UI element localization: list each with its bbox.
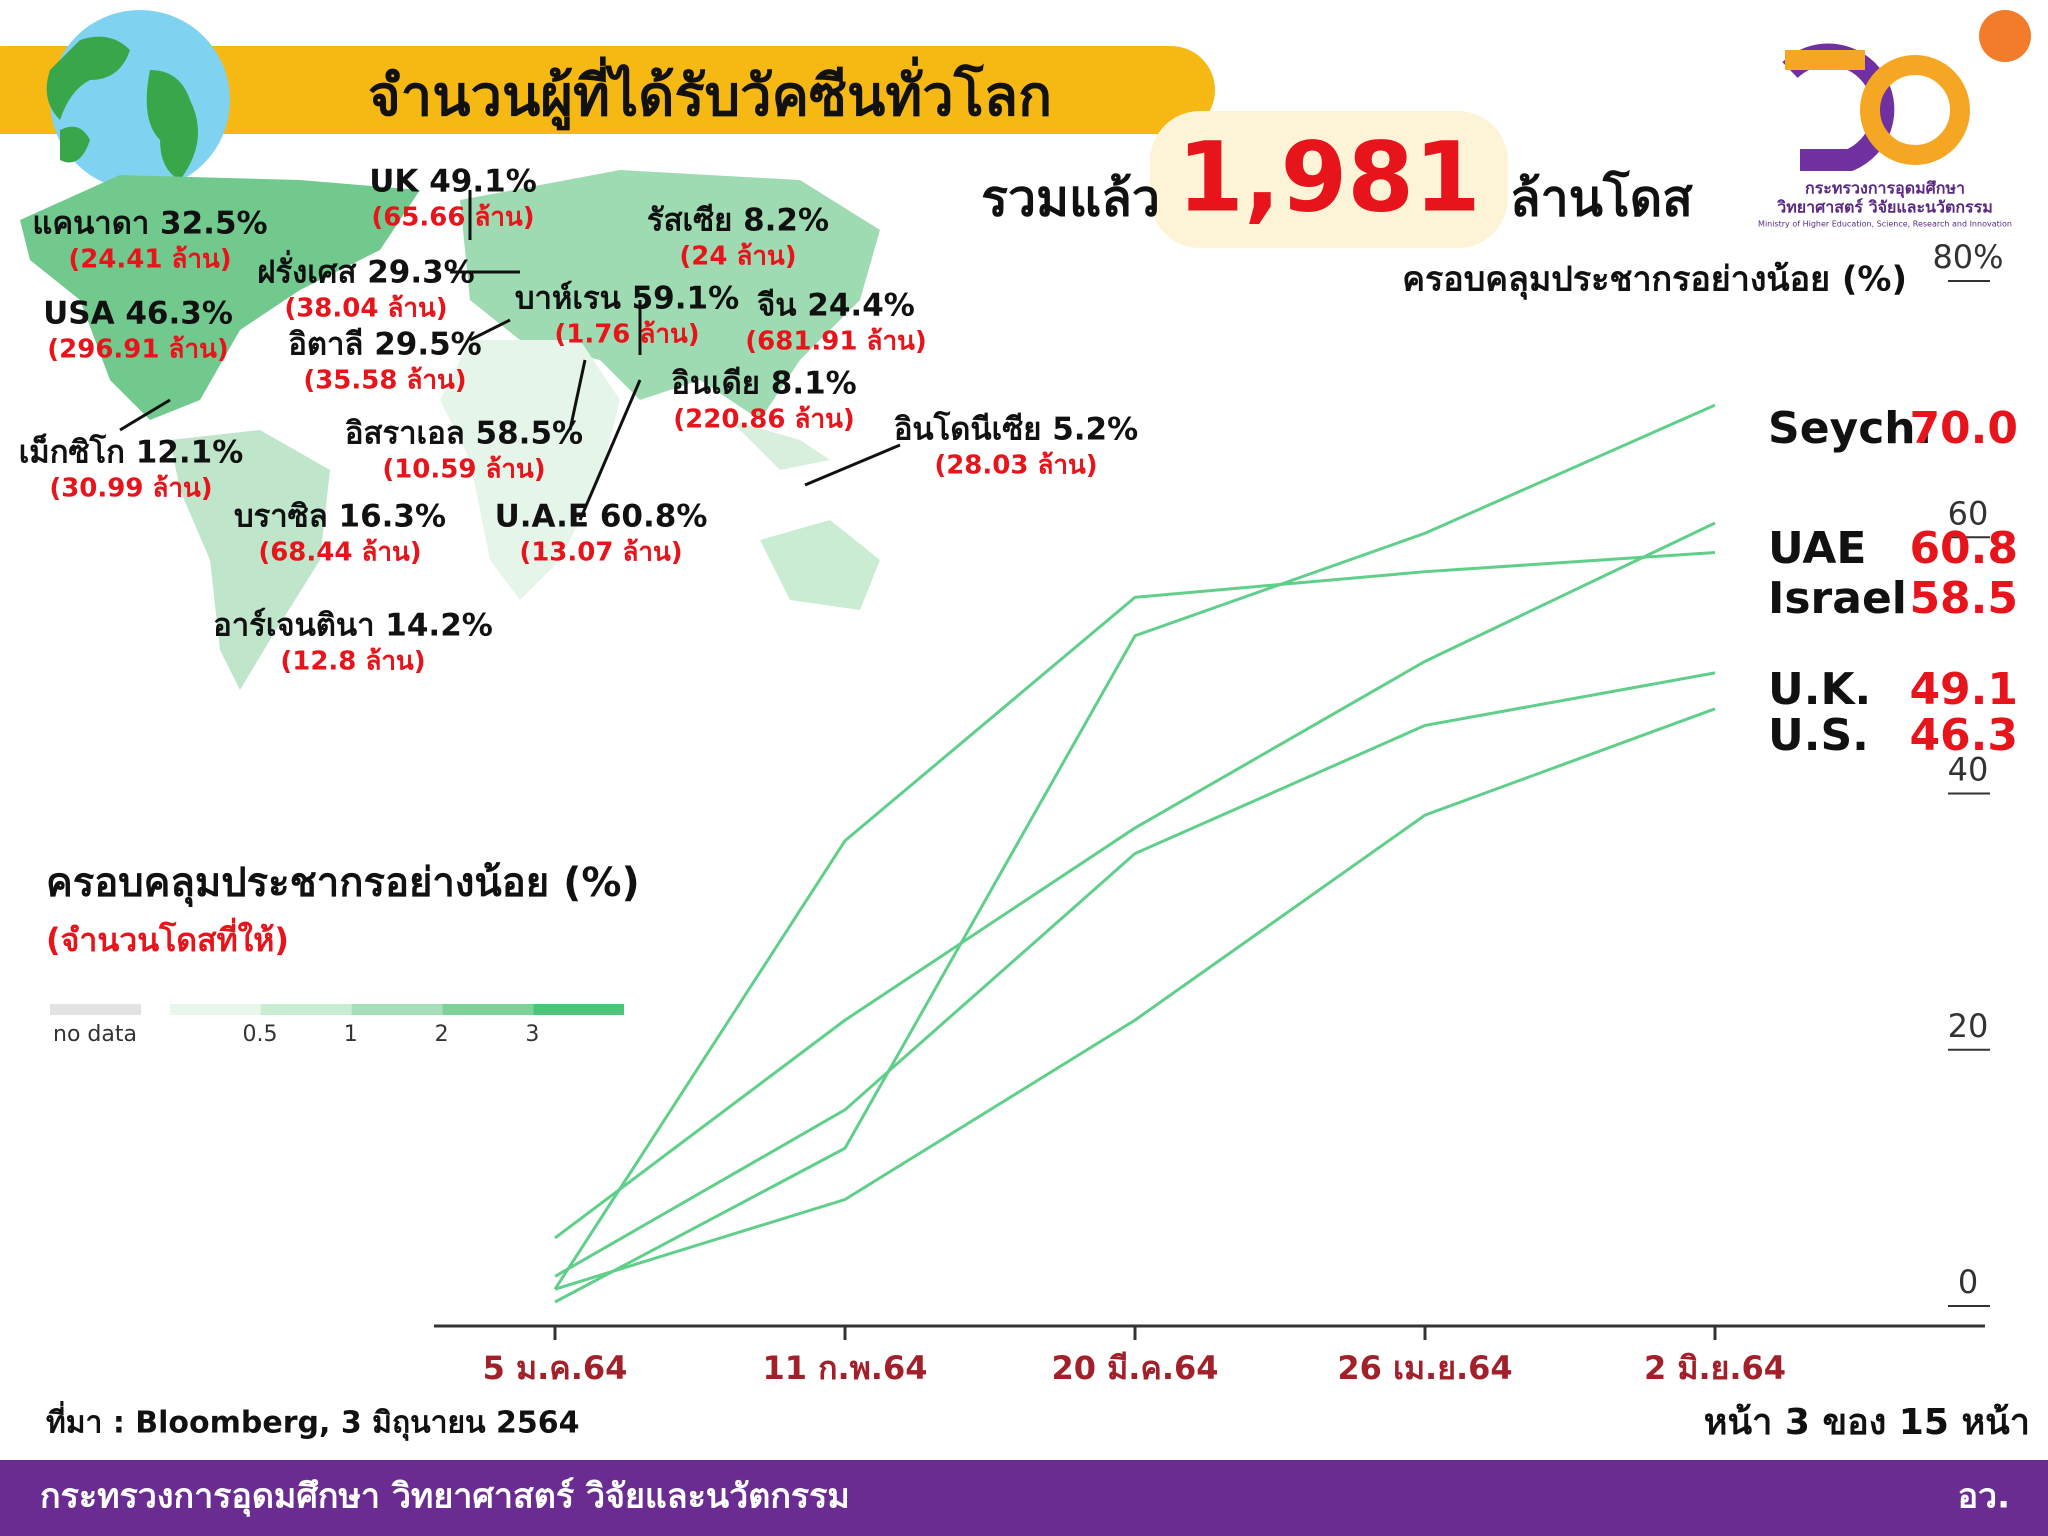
map-label: ฝรั่งเศส 29.3% bbox=[257, 250, 474, 291]
map-label: เม็กซิโก 12.1% bbox=[19, 433, 244, 471]
series-name: UAE bbox=[1768, 523, 1866, 574]
legend-subtitle: (จำนวนโดสที่ให้) bbox=[46, 917, 289, 959]
footer-ministry: กระทรวงการอุดมศึกษา วิทยาศาสตร์ วิจัยและ… bbox=[40, 1477, 850, 1518]
x-tick-label: 26 เม.ย.64 bbox=[1337, 1349, 1512, 1387]
map-arrows bbox=[119, 190, 901, 521]
legend-swatch bbox=[351, 1004, 443, 1015]
legend-swatch bbox=[170, 1004, 261, 1015]
map-label: อาร์เจนตินา 14.2% bbox=[213, 608, 493, 644]
map-label: แคนาดา 32.5% bbox=[32, 206, 267, 242]
y-axis-title: ครอบคลุมประชากรอย่างน้อย (%) bbox=[1402, 260, 1907, 301]
map-label: อิตาลี 29.5% bbox=[288, 327, 482, 363]
map-doses: (35.58 ล้าน) bbox=[303, 366, 466, 396]
x-tick-label: 5 ม.ค.64 bbox=[483, 1349, 628, 1387]
world-map bbox=[20, 170, 880, 690]
series-name: U.K. bbox=[1768, 664, 1871, 715]
legend-title: ครอบคลุมประชากรอย่างน้อย (%) bbox=[46, 860, 640, 908]
footer-bar bbox=[0, 1460, 2048, 1536]
series-value-label: 60.8 bbox=[1909, 523, 2018, 574]
series-line bbox=[553, 550, 1716, 1291]
series-name: Israel bbox=[1768, 573, 1907, 624]
map-doses: (65.66 ล้าน) bbox=[371, 203, 534, 233]
legend-swatch bbox=[260, 1004, 352, 1015]
series-name: Seych. bbox=[1768, 403, 1932, 454]
legend-label: 0.5 bbox=[243, 1022, 278, 1047]
map-label: บราซิล 16.3% bbox=[234, 499, 446, 535]
logo-mark-orange bbox=[1785, 50, 1971, 165]
legend-swatch bbox=[533, 1004, 624, 1015]
map-doses: (68.44 ล้าน) bbox=[258, 538, 421, 568]
map-doses: (681.91 ล้าน) bbox=[745, 327, 926, 357]
series-value-label: 70.0 bbox=[1909, 403, 2018, 454]
y-tick-label: 0 bbox=[1958, 1263, 1978, 1301]
globe bbox=[50, 10, 230, 190]
logo-badge bbox=[1979, 10, 2031, 62]
series-line bbox=[554, 521, 1716, 1240]
series-value-label: 49.1 bbox=[1909, 664, 2018, 715]
total-pill bbox=[1150, 111, 1508, 248]
logo-text: วิทยาศาสตร์ วิจัยและนวัตกรรม bbox=[1776, 198, 1993, 217]
map-label: อินเดีย 8.1% bbox=[671, 366, 856, 402]
map-doses: (24 ล้าน) bbox=[679, 242, 796, 272]
legend-label: 1 bbox=[344, 1022, 358, 1047]
map-label: UK 49.1% bbox=[369, 164, 537, 200]
series-line bbox=[554, 707, 1716, 1291]
map-doses: (296.91 ล้าน) bbox=[47, 335, 228, 365]
page-number: หน้า 3 ของ 15 หน้า bbox=[1704, 1402, 2030, 1443]
map-label: จีน 24.4% bbox=[757, 288, 915, 324]
series-line bbox=[554, 403, 1716, 1304]
map-label: อินโดนีเซีย 5.2% bbox=[894, 411, 1138, 448]
map-label: บาห์เรน 59.1% bbox=[515, 281, 739, 317]
y-tick-label: 60 bbox=[1948, 494, 1989, 532]
map-label: USA 46.3% bbox=[43, 296, 233, 332]
x-tick-label: 20 มี.ค.64 bbox=[1051, 1349, 1218, 1387]
logo-text: Ministry of Higher Education, Science, R… bbox=[1758, 220, 2012, 229]
total-value: 1,981 bbox=[1177, 121, 1481, 233]
map-doses: (28.03 ล้าน) bbox=[934, 451, 1097, 481]
legend-label: 2 bbox=[435, 1022, 449, 1047]
map-doses: (12.8 ล้าน) bbox=[280, 647, 425, 677]
map-doses: (1.76 ล้าน) bbox=[554, 320, 699, 350]
total-suffix: ล้านโดส bbox=[1510, 169, 1693, 228]
x-tick-label: 11 ก.พ.64 bbox=[763, 1349, 928, 1387]
title: จำนวนผู้ที่ได้รับวัคซีนทั่วโลก bbox=[368, 56, 1052, 131]
map-label: อิสราเอล 58.5% bbox=[345, 416, 583, 452]
footer-abbr: อว. bbox=[1958, 1477, 2010, 1517]
map-doses: (38.04 ล้าน) bbox=[284, 294, 447, 324]
legend-label: no data bbox=[53, 1022, 137, 1047]
y-tick-label: 40 bbox=[1948, 751, 1989, 789]
map-doses: (10.59 ล้าน) bbox=[382, 455, 545, 485]
legend-swatch bbox=[442, 1004, 534, 1015]
map-label: รัสเซีย 8.2% bbox=[647, 203, 829, 239]
map-label: U.A.E 60.8% bbox=[495, 499, 708, 535]
legend-no-data bbox=[50, 1004, 141, 1015]
globe-land bbox=[46, 36, 199, 180]
map-doses: (30.99 ล้าน) bbox=[49, 474, 212, 504]
series-value-label: 58.5 bbox=[1909, 573, 2018, 624]
map-doses: (220.86 ล้าน) bbox=[673, 405, 854, 435]
map-doses: (24.41 ล้าน) bbox=[68, 245, 231, 275]
series-line bbox=[554, 671, 1716, 1278]
legend-label: 3 bbox=[525, 1022, 539, 1047]
series-name: U.S. bbox=[1768, 710, 1869, 761]
y-tick-label: 80% bbox=[1932, 238, 2003, 276]
total-prefix: รวมแล้ว bbox=[981, 170, 1160, 228]
title-banner bbox=[0, 46, 1215, 134]
source: ที่มา : Bloomberg, 3 มิถุนายน 2564 bbox=[46, 1401, 579, 1442]
x-tick-label: 2 มิ.ย.64 bbox=[1644, 1349, 1786, 1387]
series-value-label: 46.3 bbox=[1909, 710, 2018, 761]
map-doses: (13.07 ล้าน) bbox=[519, 538, 682, 568]
logo-text: กระทรวงการอุดมศึกษา bbox=[1805, 179, 1965, 199]
y-tick-label: 20 bbox=[1948, 1007, 1989, 1045]
